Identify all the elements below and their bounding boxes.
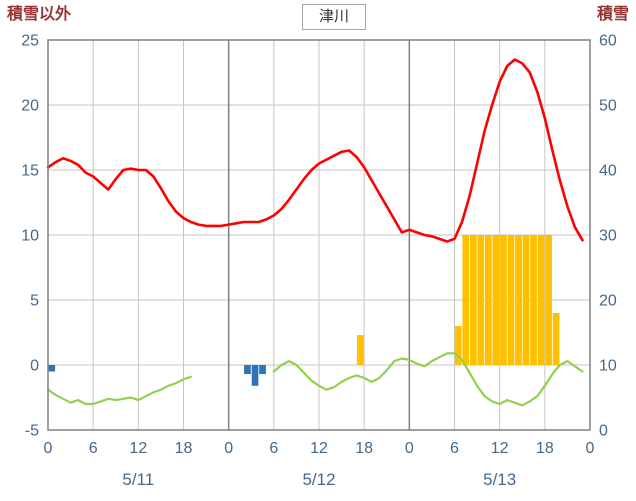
orange-snow-bar [462,235,470,365]
orange-snow-bar [492,235,500,365]
date-label: 5/11 [122,470,154,489]
orange-snow-bar [507,235,515,365]
right-axis-tick-label: 20 [599,293,617,310]
x-axis-tick-label: 6 [89,440,98,457]
orange-snow-bar [485,235,492,365]
orange-snow-bar [500,235,507,365]
x-axis-tick-label: 0 [405,440,414,457]
date-label: 5/12 [302,470,335,489]
left-axis-tick-label: 25 [21,33,39,50]
orange-snow-bar [470,235,477,365]
red-temperature-line [46,58,584,243]
blue-precip-bar [244,365,251,375]
blue-precip-bar [259,365,266,375]
orange-snow-bar [552,313,560,365]
x-axis-tick-label: 0 [44,440,53,457]
x-axis-tick-label: 6 [450,440,459,457]
orange-snow-bar [357,335,364,365]
orange-snow-bar [522,235,530,365]
blue-precip-bar [251,365,259,386]
left-axis-tick-label: 15 [21,163,39,180]
chart-title: 津川 [301,4,366,30]
orange-snow-bar [477,235,485,365]
right-axis-tick-label: 30 [599,228,617,245]
x-axis-tick-label: 6 [269,440,278,457]
date-label: 5/13 [483,470,516,489]
right-axis-tick-label: 0 [599,423,608,440]
right-axis-tick-label: 50 [599,98,617,115]
right-axis-tick-label: 60 [599,33,617,50]
left-axis-tick-label: 20 [21,98,39,115]
x-axis-tick-label: 0 [224,440,233,457]
orange-snow-bar [515,235,522,365]
x-axis-tick-label: 18 [536,440,554,457]
left-axis-tick-label: 5 [30,293,39,310]
orange-snow-bar [537,235,545,365]
chart-header: 積雪以外 津川 積雪 [0,4,636,30]
green-line [46,352,584,407]
x-axis-tick-label: 0 [586,440,595,457]
x-axis-tick-label: 12 [310,440,328,457]
left-axis-tick-label: 0 [30,358,39,375]
x-axis-tick-label: 18 [175,440,193,457]
blue-precip-bar [48,365,56,372]
left-axis-tick-label: -5 [25,423,39,440]
orange-snow-bar [545,235,552,365]
left-axis-title: 積雪以外 [7,6,72,23]
x-axis-tick-label: 12 [129,440,147,457]
right-axis-tick-label: 10 [599,358,617,375]
plot-border [47,39,591,431]
right-axis-tick-label: 40 [599,163,617,180]
x-axis-tick-label: 12 [491,440,509,457]
x-axis-tick-label: 18 [355,440,373,457]
right-axis-title: 積雪 [596,6,629,23]
orange-snow-bar [454,326,462,365]
left-axis-tick-label: 10 [21,228,39,245]
orange-snow-bar [530,235,537,365]
